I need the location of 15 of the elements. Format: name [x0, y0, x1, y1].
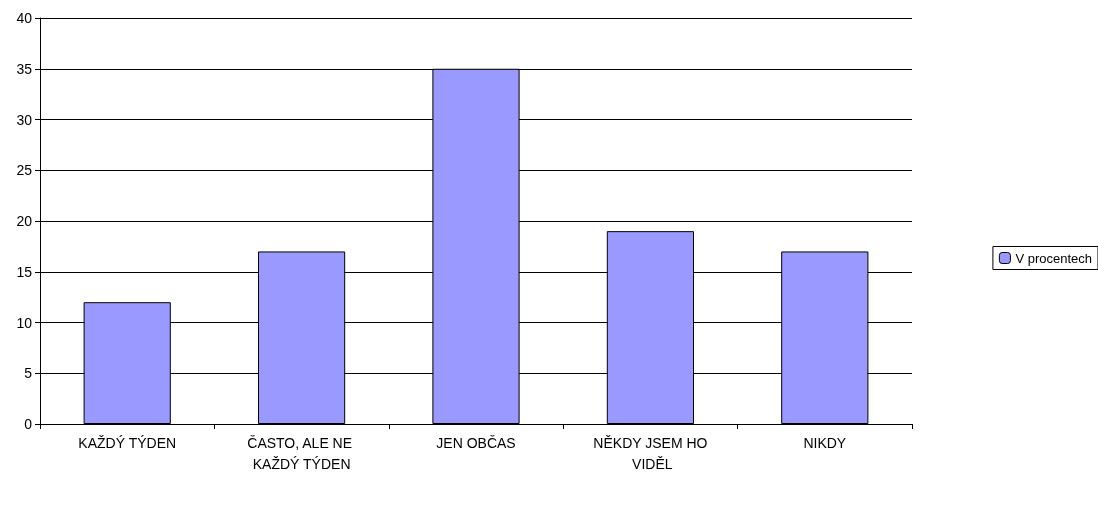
y-tick-label: 15: [16, 263, 33, 280]
x-tick-label: JEN OBČAS: [436, 434, 516, 451]
legend-label: V procentech: [1015, 250, 1093, 266]
y-tick-label: 5: [24, 365, 33, 382]
y-tick-label: 10: [16, 314, 33, 331]
x-tick-label: KAŽDÝ TÝDEN: [78, 434, 177, 451]
y-tick-label: 35: [16, 60, 33, 77]
y-tick-label: 20: [16, 213, 33, 229]
y-tick-label: 30: [16, 111, 33, 128]
x-tick-label: ČASTO, ALE NE KAŽDÝ TÝDEN: [247, 434, 356, 472]
x-tick-label: NĚKDY JSEM HO VIDĚL: [593, 434, 708, 472]
y-tick-label: 25: [16, 162, 33, 179]
y-tick-label: 40: [16, 10, 33, 26]
y-tick-label: 0: [24, 416, 33, 432]
x-tick-label: NIKDY: [803, 434, 847, 451]
